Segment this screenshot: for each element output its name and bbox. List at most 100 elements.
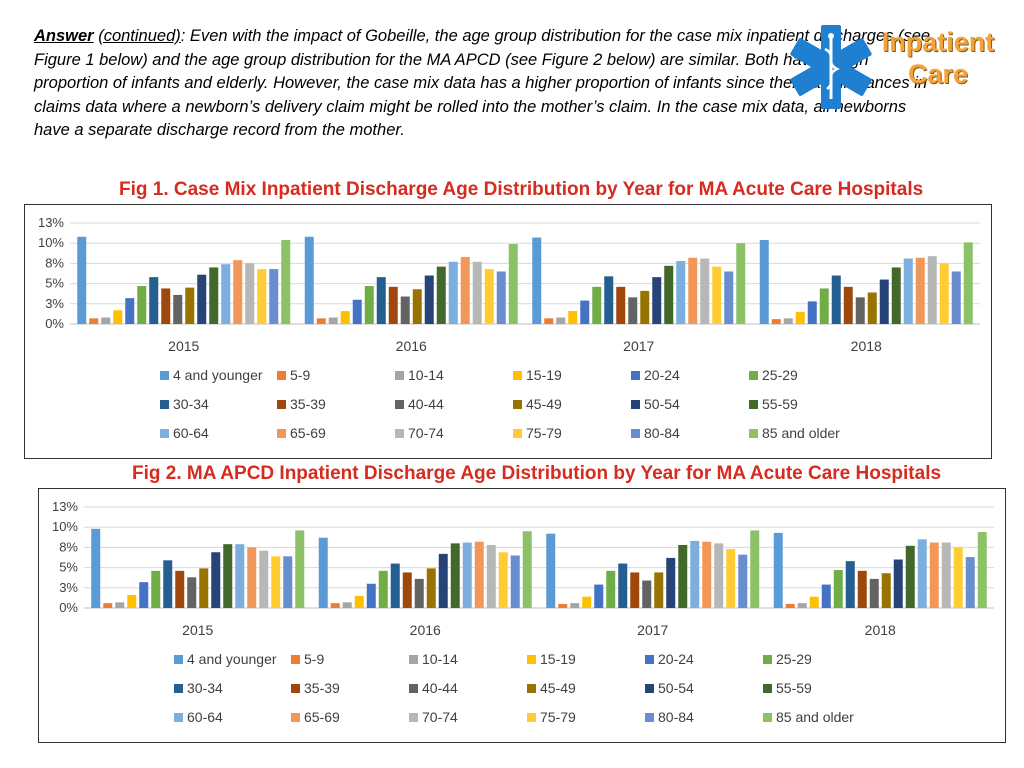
legend-swatch: [160, 400, 169, 409]
legend-label: 65-69: [290, 425, 326, 441]
bar: [869, 578, 879, 608]
bar: [137, 286, 147, 324]
y-tick-label: 3%: [45, 296, 64, 311]
fig1-chart-box: 0% 3% 5% 8% 10% 13% 2015 2016 2017 2018 4 and youn…: [24, 204, 992, 459]
legend-label: 55-59: [776, 680, 812, 696]
x-tick-label: 2017: [637, 622, 668, 638]
bar: [139, 582, 149, 608]
y-tick-label: 13%: [38, 215, 64, 230]
legend-swatch: [527, 684, 536, 693]
legend-swatch: [277, 400, 286, 409]
bar: [414, 578, 424, 608]
y-tick-label: 0%: [59, 600, 78, 615]
bar: [77, 236, 87, 324]
y-tick-label: 3%: [59, 580, 78, 595]
bar: [833, 570, 843, 608]
bar: [390, 563, 400, 608]
bar: [269, 269, 279, 324]
bar: [103, 603, 113, 608]
legend-label: 75-79: [526, 425, 562, 441]
bar: [568, 311, 578, 324]
legend-swatch: [174, 655, 183, 664]
bar: [929, 542, 939, 608]
legend-swatch: [395, 400, 404, 409]
bar: [127, 595, 137, 608]
bar: [628, 297, 638, 324]
bar: [316, 318, 326, 324]
bar: [652, 277, 662, 324]
fig2-chart: 0% 3% 5% 8% 10% 13% 2015 2016 2017 2018 4 and youn…: [52, 499, 994, 725]
legend-swatch: [645, 684, 654, 693]
bar: [724, 271, 734, 324]
bar: [364, 286, 374, 324]
bar: [426, 568, 436, 608]
bar: [235, 544, 245, 608]
y-tick-label: 8%: [59, 539, 78, 554]
legend-swatch: [645, 655, 654, 664]
bar: [546, 533, 556, 608]
bar: [233, 260, 243, 324]
legend-label: 10-14: [422, 651, 458, 667]
bar: [700, 258, 710, 324]
bar: [438, 553, 448, 608]
intro-text: : Even with the impact of Gobeille, the …: [34, 27, 931, 139]
legend-swatch: [174, 684, 183, 693]
bar: [187, 577, 197, 608]
bar: [376, 277, 386, 324]
legend-swatch: [395, 429, 404, 438]
bar: [592, 286, 602, 324]
bar: [304, 236, 314, 324]
legend-label: 15-19: [526, 367, 562, 383]
bar: [271, 556, 281, 608]
bar: [857, 570, 867, 608]
legend-swatch: [645, 713, 654, 722]
bar: [714, 543, 724, 608]
fig2-chart-box: 0% 3% 5% 8% 10% 13% 2015 2016 2017 2018 4 and youn…: [38, 488, 1006, 743]
fig1-chart: 0% 3% 5% 8% 10% 13% 2015 2016 2017 2018 4 and youn…: [38, 215, 980, 441]
legend-label: 80-84: [644, 425, 680, 441]
intro-paragraph: Answer (continued): Even with the impact…: [34, 25, 934, 143]
legend-swatch: [513, 400, 522, 409]
continued-label: (continued): [98, 27, 181, 45]
bar: [89, 318, 99, 324]
legend-label: 10-14: [408, 367, 444, 383]
bar: [460, 256, 470, 324]
y-tick-label: 10%: [38, 235, 64, 250]
bar: [223, 544, 233, 608]
legend-swatch: [174, 713, 183, 722]
bar: [510, 555, 520, 608]
bar: [771, 319, 781, 324]
bar: [616, 286, 626, 324]
bar: [366, 583, 376, 608]
bar: [927, 256, 937, 324]
bar: [750, 530, 760, 608]
legend-swatch: [763, 713, 772, 722]
bar: [295, 530, 305, 608]
bar: [881, 573, 891, 608]
bar: [149, 277, 159, 324]
bar: [558, 603, 568, 608]
bar: [606, 570, 616, 608]
bar: [462, 542, 472, 608]
bar: [402, 572, 412, 608]
legend-label: 30-34: [173, 396, 209, 412]
bar: [915, 257, 925, 324]
y-tick-label: 0%: [45, 316, 64, 331]
bar: [352, 299, 362, 324]
x-tick-label: 2017: [623, 338, 654, 354]
legend-swatch: [291, 713, 300, 722]
legend-swatch: [160, 429, 169, 438]
bar: [163, 560, 173, 608]
x-tick-label: 2016: [410, 622, 441, 638]
bar: [532, 237, 542, 324]
legend-label: 75-79: [540, 709, 576, 725]
bar: [173, 294, 183, 324]
legend-label: 65-69: [304, 709, 340, 725]
legend-swatch: [409, 713, 418, 722]
legend-swatch: [631, 429, 640, 438]
legend-label: 45-49: [526, 396, 562, 412]
bar: [917, 539, 927, 608]
bar: [580, 300, 590, 324]
bar: [953, 547, 963, 608]
bar: [424, 275, 434, 324]
